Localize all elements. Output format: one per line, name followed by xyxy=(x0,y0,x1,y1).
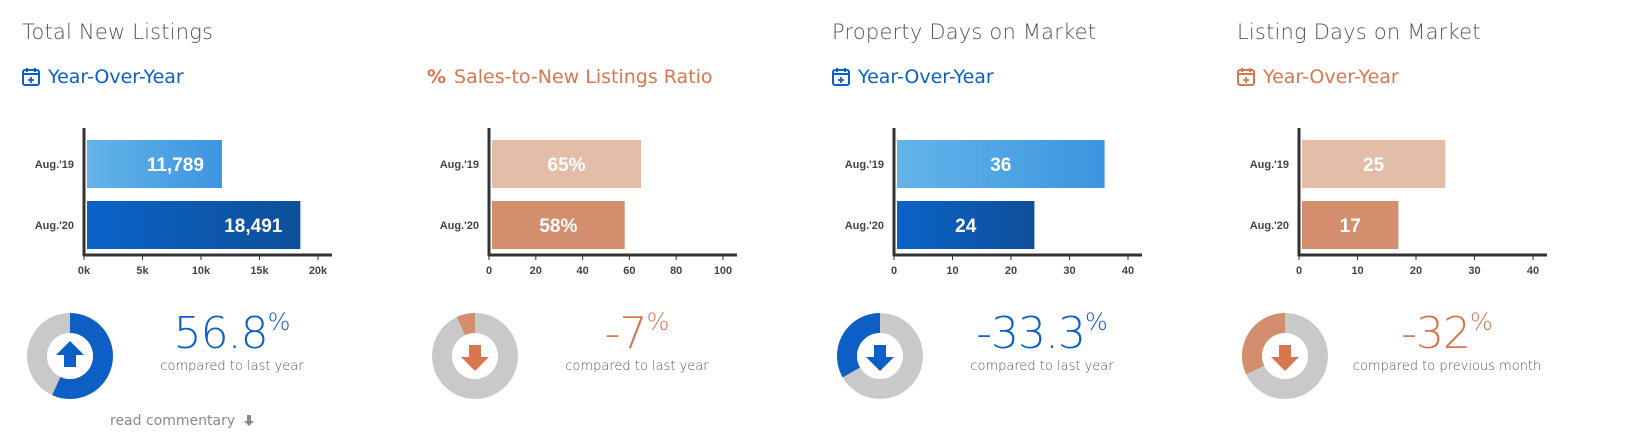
bar-value-label: 65% xyxy=(548,155,586,176)
subtitle-label: Year-Over-Year xyxy=(858,66,994,88)
x-tick-label: 30 xyxy=(1468,265,1480,277)
x-tick-label: 0 xyxy=(1296,265,1302,277)
bar-value-label: 25 xyxy=(1363,155,1385,176)
change-caption: compared to previous month xyxy=(1352,359,1542,374)
change-unit: % xyxy=(1470,308,1493,336)
change-caption: compared to last year xyxy=(565,359,709,374)
arrow-down-icon xyxy=(244,415,255,426)
change-unit: % xyxy=(646,308,670,336)
bar-value-label: 17 xyxy=(1340,216,1361,237)
category-label: Aug.'19 xyxy=(845,159,884,171)
bar-chart: 36 Aug.'19 24 Aug.'20 0 10 20 30 40 xyxy=(845,128,1142,277)
x-tick-label: 40 xyxy=(576,265,588,277)
bar xyxy=(1302,140,1446,188)
change-caption: compared to last year xyxy=(160,359,304,374)
category-label: Aug.'19 xyxy=(1250,159,1289,171)
x-tick-label: 5k xyxy=(136,265,149,277)
category-label: Aug.'20 xyxy=(845,220,884,232)
change-unit: % xyxy=(267,308,291,336)
category-label: Aug.'19 xyxy=(35,159,74,171)
bar-chart: 25 Aug.'19 17 Aug.'20 0 10 20 30 40 xyxy=(1250,128,1547,277)
arrow-down-icon xyxy=(866,345,894,371)
change-value: -33.3% compared to last year xyxy=(942,308,1142,374)
subtitle-label: Sales-to-New Listings Ratio xyxy=(454,66,713,88)
subtitle-link[interactable]: Year-Over-Year xyxy=(832,66,994,88)
category-label: Aug.'20 xyxy=(35,220,74,232)
read-commentary-link[interactable]: read commentary xyxy=(110,413,255,429)
change-value: 56.8% compared to last year xyxy=(132,308,332,374)
change-value: -32% compared to previous month xyxy=(1347,308,1547,374)
bar xyxy=(87,201,301,249)
commentary-label: read commentary xyxy=(110,413,236,429)
arrow-up-icon xyxy=(56,341,84,367)
x-tick-label: 0 xyxy=(486,265,492,277)
panel-title: Property Days on Market xyxy=(832,20,1097,44)
change-caption: compared to last year xyxy=(970,359,1114,374)
bar-value-label: 36 xyxy=(990,155,1011,176)
change-value: -7% compared to last year xyxy=(537,308,737,374)
x-tick-label: 30 xyxy=(1063,265,1075,277)
x-tick-label: 10 xyxy=(1351,265,1363,277)
arrow-down-icon xyxy=(461,345,489,371)
donut-segment xyxy=(456,313,475,336)
bar xyxy=(1302,201,1399,249)
donut-segment xyxy=(52,313,114,399)
change-number: -32 xyxy=(1401,308,1471,359)
donut-segment xyxy=(1242,313,1285,375)
category-label: Aug.'20 xyxy=(1250,220,1289,232)
subtitle-link[interactable]: Year-Over-Year xyxy=(22,66,184,88)
panel-title: Listing Days on Market xyxy=(1237,20,1481,44)
panel-property-days-on-market: Property Days on Market Year-Over-Year 3… xyxy=(832,0,1232,448)
subtitle-link[interactable]: Year-Over-Year xyxy=(1237,66,1399,88)
category-label: Aug.'19 xyxy=(440,159,479,171)
x-tick-label: 0 xyxy=(891,265,897,277)
calendar-icon xyxy=(22,68,40,86)
bar-value-label: 18,491 xyxy=(224,216,283,237)
bar xyxy=(897,201,1035,249)
change-number: 56.8 xyxy=(173,308,269,359)
change-unit: % xyxy=(1085,308,1108,336)
calendar-icon xyxy=(832,68,850,86)
x-tick-label: 20k xyxy=(309,265,328,277)
x-tick-label: 20 xyxy=(1410,265,1422,277)
bar xyxy=(87,140,222,188)
donut-segment xyxy=(837,313,880,378)
x-tick-label: 20 xyxy=(1005,265,1017,277)
change-number: -33.3 xyxy=(976,308,1086,359)
subtitle-label: Year-Over-Year xyxy=(48,66,184,88)
x-tick-label: 60 xyxy=(623,265,635,277)
x-tick-label: 20 xyxy=(530,265,542,277)
change-donut xyxy=(837,313,923,399)
bar xyxy=(492,140,642,188)
subtitle-link[interactable]: % Sales-to-New Listings Ratio xyxy=(427,66,713,88)
x-tick-label: 80 xyxy=(670,265,682,277)
x-tick-label: 40 xyxy=(1527,265,1539,277)
change-number: -7 xyxy=(604,308,648,359)
bar xyxy=(897,140,1105,188)
percent-icon: % xyxy=(427,66,447,88)
category-label: Aug.'20 xyxy=(440,220,479,232)
change-donut xyxy=(27,313,114,399)
x-tick-label: 0k xyxy=(78,265,91,277)
bar-value-label: 58% xyxy=(539,216,577,237)
panel-title: Total New Listings xyxy=(22,20,214,44)
arrow-down-icon xyxy=(1271,345,1299,371)
bar xyxy=(492,201,625,249)
panel-sales-to-new-listings: % Sales-to-New Listings Ratio 65% Aug.'19… xyxy=(427,0,827,448)
x-tick-label: 100 xyxy=(714,265,732,277)
x-tick-label: 40 xyxy=(1122,265,1134,277)
bar-chart: 65% Aug.'19 58% Aug.'20 0 20 40 60 80 100 xyxy=(440,128,737,277)
x-tick-label: 15k xyxy=(250,265,269,277)
bar-value-label: 11,789 xyxy=(147,155,204,176)
panel-listing-days-on-market: Listing Days on Market Year-Over-Year 25… xyxy=(1237,0,1626,448)
change-donut xyxy=(432,313,518,399)
x-tick-label: 10 xyxy=(946,265,958,277)
change-donut xyxy=(1242,313,1328,399)
panel-total-new-listings: Total New Listings Year-Over-Year 11,789… xyxy=(22,0,422,448)
x-tick-label: 10k xyxy=(192,265,211,277)
bar-chart: 11,789 Aug.'19 18,491 Aug.'20 0k 5k 10k 15k 20k xyxy=(35,128,332,277)
bar-value-label: 24 xyxy=(955,216,977,237)
subtitle-label: Year-Over-Year xyxy=(1263,66,1399,88)
calendar-icon xyxy=(1237,68,1255,86)
